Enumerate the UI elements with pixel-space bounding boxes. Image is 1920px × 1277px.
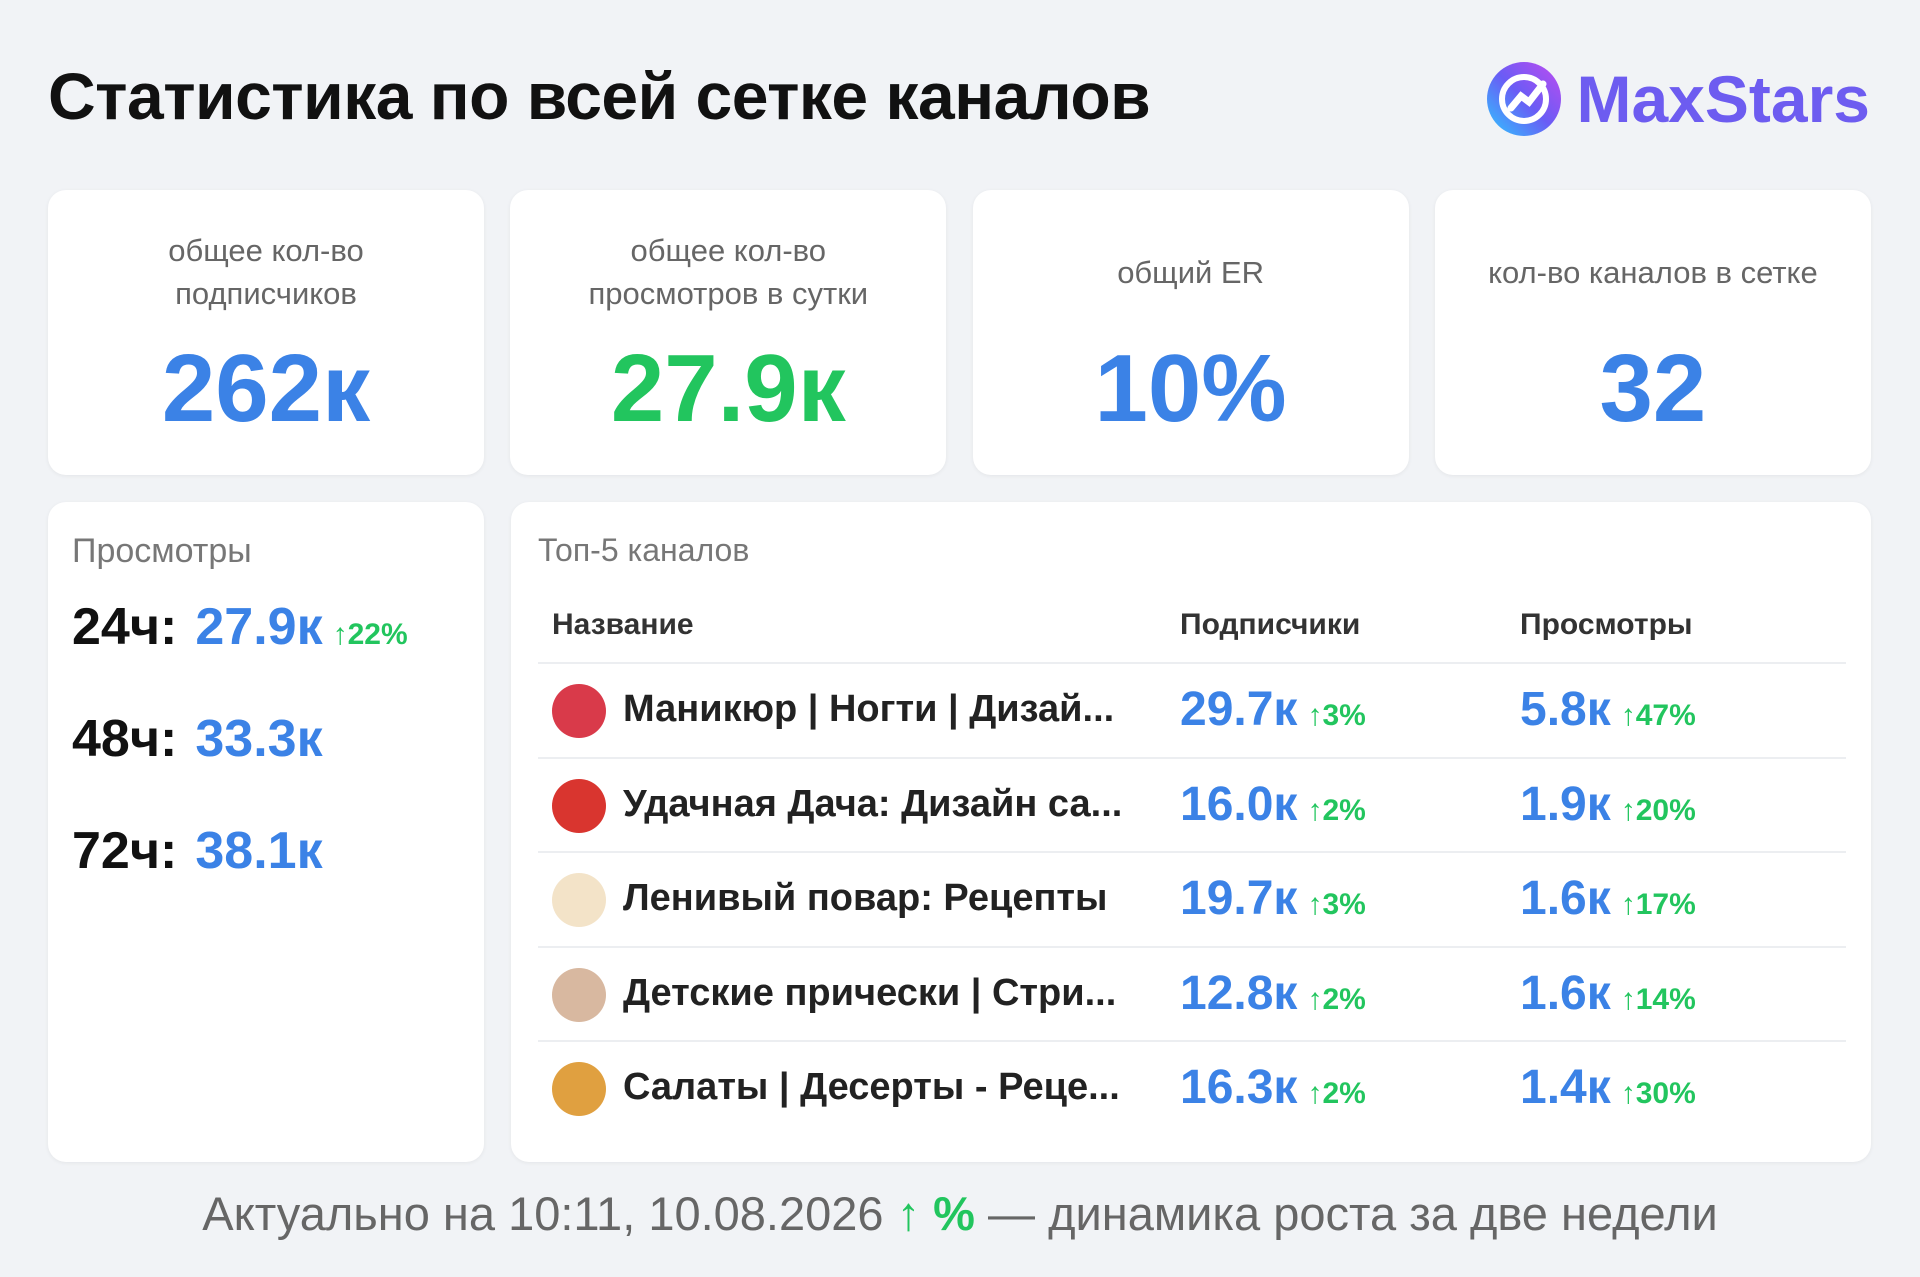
subscribers-cell: 16.0к ↑2% <box>1180 777 1366 832</box>
brand-name: MaxStars <box>1576 62 1871 136</box>
stat-card: общее кол-во подписчиков 262к <box>48 190 484 475</box>
views: 5.8к <box>1520 683 1611 736</box>
top-title: Топ-5 каналов <box>538 532 750 568</box>
column-header: Подписчики <box>1180 608 1361 641</box>
column-header: Название <box>552 608 694 641</box>
channel-avatar <box>552 873 606 927</box>
views: 1.9к <box>1520 777 1611 831</box>
stat-label: общее кол-во просмотров в сутки <box>588 233 869 311</box>
views-row: 48ч: 33.3к <box>72 709 323 769</box>
stat-label: общее кол-во подписчиков <box>168 233 364 311</box>
channel-name: Маникюр | Ногти | Дизай... <box>623 688 1115 730</box>
channel-avatar <box>552 1062 606 1116</box>
stat-label: кол-во каналов в сетке <box>1488 254 1818 290</box>
subscribers-change: ↑3% <box>1307 888 1366 921</box>
top-panel: Топ-5 каналов <box>511 502 1871 1162</box>
views-row: 72ч: 38.1к <box>72 821 323 881</box>
subscribers-cell: 19.7к ↑3% <box>1180 871 1366 926</box>
footer-note: — динамика роста за две недели <box>988 1187 1718 1240</box>
subscribers: 16.3к <box>1180 1061 1298 1114</box>
views-cell: 5.8к ↑47% <box>1520 682 1696 737</box>
footer-date: Актуально на 10:11, 10.08.2026 <box>202 1187 884 1240</box>
stat-card: общее кол-во просмотров в сутки 27.9к <box>510 190 947 475</box>
views-cell: 1.6к ↑14% <box>1520 966 1696 1021</box>
brand-logo <box>1486 62 1561 136</box>
subscribers: 16.0к <box>1180 777 1298 831</box>
views: 1.6к <box>1520 966 1611 1020</box>
table-row: Удачная Дача: Дизайн са... 16.0к ↑2% 1.9к ↑2… <box>538 756 1846 851</box>
channel-avatar <box>552 778 606 833</box>
views-period: 72ч: <box>72 822 178 880</box>
views-panel: Просмотры 24ч: 27.9к ↑22% 48ч: 33.3к 72ч: 38.1… <box>48 502 484 1162</box>
stat-card: общий ER 10% <box>972 190 1409 475</box>
views-cell: 1.6к ↑17% <box>1520 871 1696 926</box>
subscribers-cell: 12.8к ↑2% <box>1180 966 1366 1021</box>
channel-avatar <box>552 967 606 1022</box>
views-value: 38.1к <box>195 822 323 880</box>
views-cell: 1.4к ↑30% <box>1520 1060 1696 1115</box>
channel-name: Салаты | Десерты - Реце... <box>623 1066 1120 1108</box>
subscribers: 29.7к <box>1180 683 1298 736</box>
subscribers-change: ↑2% <box>1307 982 1366 1016</box>
channel-name: Детские прически | Стри... <box>623 971 1117 1014</box>
views-value: 27.9к <box>195 598 323 656</box>
stat-value: 27.9к <box>610 335 846 442</box>
views: 1.6к <box>1520 872 1611 925</box>
views-change: ↑47% <box>1620 699 1696 732</box>
stat-value: 10% <box>1094 335 1287 442</box>
views-period: 48ч: <box>72 710 178 768</box>
subscribers: 12.8к <box>1180 966 1298 1020</box>
subscribers-cell: 29.7к ↑3% <box>1180 682 1366 737</box>
subscribers: 19.7к <box>1180 872 1298 925</box>
views-change: ↑30% <box>1620 1077 1696 1110</box>
channel-name: Ленивый повар: Рецепты <box>623 877 1108 919</box>
views-title: Просмотры <box>72 532 252 570</box>
table-row: Ленивый повар: Рецепты 19.7к ↑3% 1.6к ↑17% <box>538 851 1846 945</box>
table-row: Салаты | Десерты - Реце... 16.3к ↑2% 1.4к ↑3… <box>538 1040 1846 1134</box>
views-change: ↑17% <box>1620 888 1696 921</box>
views-change: ↑22% <box>332 618 408 651</box>
table-row: Детские прически | Стри... 12.8к ↑2% 1.6к ↑1… <box>538 945 1846 1040</box>
views-change: ↑20% <box>1620 793 1696 827</box>
views-value: 33.3к <box>195 710 323 768</box>
views-cell: 1.9к ↑20% <box>1520 777 1696 832</box>
column-header: Просмотры <box>1520 608 1693 641</box>
stat-value: 262к <box>161 335 371 442</box>
subscribers-change: ↑3% <box>1307 699 1366 732</box>
stat-value: 32 <box>1599 335 1707 442</box>
views-row: 24ч: 27.9к ↑22% <box>72 597 408 657</box>
table-row: Маникюр | Ногти | Дизай... 29.7к ↑3% 5.8к ↑4… <box>538 662 1846 756</box>
views: 1.4к <box>1520 1061 1611 1114</box>
views-change: ↑14% <box>1620 982 1696 1016</box>
subscribers-cell: 16.3к ↑2% <box>1180 1060 1366 1115</box>
views-period: 24ч: <box>72 598 178 656</box>
footer: Актуально на 10:11, 10.08.2026 ↑ % — дин… <box>0 1186 1920 1241</box>
subscribers-change: ↑2% <box>1307 793 1366 827</box>
page-title: Статистика по всей сетке каналов <box>48 59 1151 133</box>
footer-legend: ↑ % <box>896 1187 975 1240</box>
channel-name: Удачная Дача: Дизайн са... <box>623 782 1123 825</box>
subscribers-change: ↑2% <box>1307 1077 1366 1110</box>
stat-label: общий ER <box>1117 254 1264 290</box>
stat-card: кол-во каналов в сетке 32 <box>1434 190 1871 475</box>
channel-avatar <box>552 684 606 738</box>
brand: MaxStars <box>1485 60 1871 138</box>
